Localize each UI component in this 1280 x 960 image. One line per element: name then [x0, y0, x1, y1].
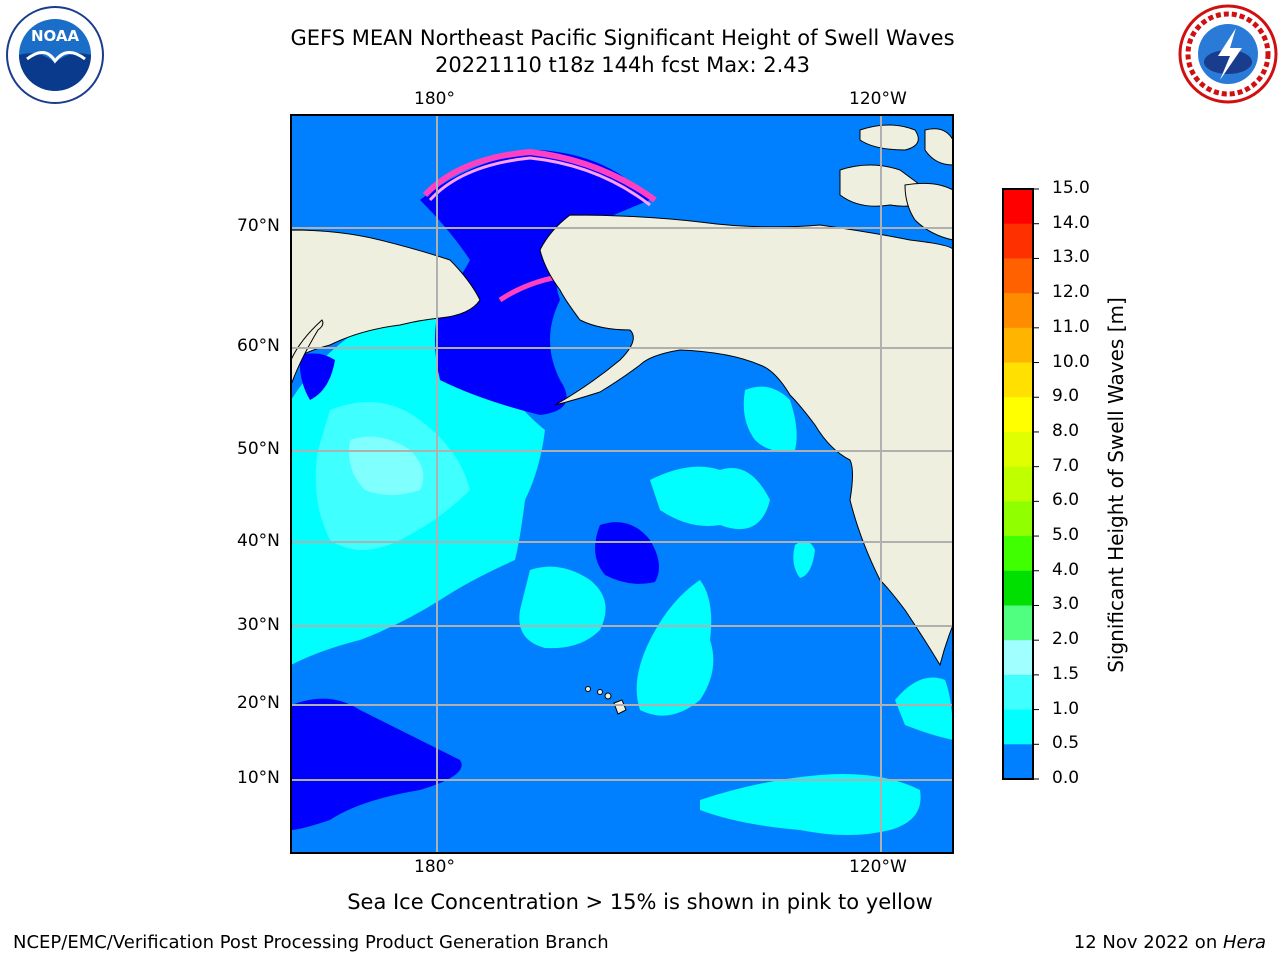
- land-arctic-island-3: [904, 182, 953, 241]
- colorbar-bin: [1003, 570, 1033, 606]
- low-swell-kamchatka: [299, 353, 335, 400]
- colorbar-bin: [1003, 223, 1033, 259]
- lon-label-top-180: 180°: [414, 89, 455, 109]
- colorbar-tick-label: 1.5: [1052, 663, 1080, 684]
- footer-host: Hera: [1222, 932, 1266, 953]
- footer-credit: NCEP/EMC/Verification Post Processing Pr…: [13, 932, 609, 953]
- colorbar: [1002, 188, 1039, 780]
- colorbar-tick-label: 14.0: [1052, 212, 1090, 233]
- colorbar-tick-label: 4.0: [1052, 559, 1080, 580]
- colorbar-tick-label: 5.0: [1052, 525, 1080, 546]
- colorbar-tick-label: 6.0: [1052, 490, 1080, 511]
- low-swell-eddy: [595, 522, 659, 584]
- lat-label-50n: 50°N: [237, 439, 280, 459]
- colorbar-bin: [1003, 431, 1033, 468]
- gridlines: [291, 115, 953, 853]
- land-alaska-canada: [539, 214, 953, 667]
- land-siberia: [291, 229, 481, 361]
- cyan-band-south: [700, 774, 921, 835]
- cyan-blob-gulf: [743, 386, 797, 452]
- colorbar-tick-label: 1.0: [1052, 698, 1080, 719]
- cyan-blob-central: [519, 566, 606, 649]
- cyan-blob-north-central: [650, 466, 770, 530]
- lat-label-10n: 10°N: [237, 768, 280, 788]
- colorbar-bin: [1003, 501, 1033, 537]
- colorbar-tick-label: 7.0: [1052, 455, 1080, 476]
- chart-subtitle: 20221110 t18z 144h fcst Max: 2.43: [435, 53, 810, 77]
- colorbar-tick-label: 8.0: [1052, 420, 1080, 441]
- chart-title: GEFS MEAN Northeast Pacific Significant …: [290, 26, 955, 50]
- colorbar-tick-label: 3.0: [1052, 594, 1080, 615]
- colorbar-tick-label: 9.0: [1052, 386, 1080, 407]
- land-arctic-island-4: [924, 128, 953, 166]
- noaa-logo-text: NOAA: [31, 27, 80, 45]
- colorbar-tick-label: 12.0: [1052, 282, 1090, 303]
- colorbar-bin: [1003, 536, 1033, 572]
- colorbar-tick-label: 0.0: [1052, 768, 1080, 788]
- colorbar-bin: [1003, 605, 1033, 641]
- colorbar-bin: [1003, 189, 1033, 225]
- lon-label-bottom-120w: 120°W: [849, 857, 907, 877]
- colorbar-tick-label: 15.0: [1052, 178, 1090, 198]
- noaa-logo: NOAA: [6, 6, 104, 104]
- colorbar-bin: [1003, 744, 1033, 780]
- land-kamchatka: [291, 319, 324, 386]
- colorbar-bin: [1003, 640, 1033, 676]
- sea-ice-edge-inner: [428, 156, 651, 207]
- colorbar-bin: [1003, 258, 1033, 294]
- colorbar-frame: [1002, 188, 1034, 780]
- colorbar-tick-label: 13.0: [1052, 247, 1090, 268]
- lon-label-top-120w: 120°W: [849, 89, 907, 109]
- colorbar-label: Significant Height of Swell Waves [m]: [1104, 297, 1128, 673]
- lat-label-20n: 20°N: [237, 693, 280, 713]
- land-hawaii: [585, 686, 627, 715]
- sea-ice-edge: [422, 148, 657, 203]
- lat-label-60n: 60°N: [237, 336, 280, 356]
- colorbar-bin: [1003, 293, 1033, 329]
- colorbar-tick-label: 11.0: [1052, 316, 1090, 337]
- footer-date-text: 12 Nov 2022 on: [1073, 932, 1223, 953]
- colorbar-bin: [1003, 674, 1033, 711]
- colorbar-bin: [1003, 466, 1033, 502]
- cyan-blob-offshore: [793, 541, 815, 578]
- cyan-blob-mexico: [895, 677, 953, 740]
- colorbar-bin: [1003, 362, 1033, 398]
- lat-label-30n: 30°N: [237, 615, 280, 635]
- nws-logo: [1178, 4, 1278, 104]
- lat-label-70n: 70°N: [237, 216, 280, 236]
- colorbar-tick-label: 10.0: [1052, 351, 1090, 372]
- colorbar-tick-label: 0.5: [1052, 733, 1080, 754]
- colorbar-bin: [1003, 709, 1033, 745]
- lon-label-bottom-180: 180°: [414, 857, 455, 877]
- cyan-blob-subtropical: [636, 580, 714, 716]
- colorbar-bin: [1003, 397, 1033, 433]
- lat-label-40n: 40°N: [237, 531, 280, 551]
- colorbar-tick-label: 2.0: [1052, 629, 1080, 650]
- low-swell-region-southwest: [291, 698, 462, 830]
- footer-date: 12 Nov 2022 on Hera: [1074, 932, 1266, 953]
- sea-ice-note: Sea Ice Concentration > 15% is shown in …: [347, 890, 933, 914]
- colorbar-bin: [1003, 327, 1033, 364]
- land-arctic-island-2: [859, 124, 919, 151]
- map-frame: [290, 114, 954, 854]
